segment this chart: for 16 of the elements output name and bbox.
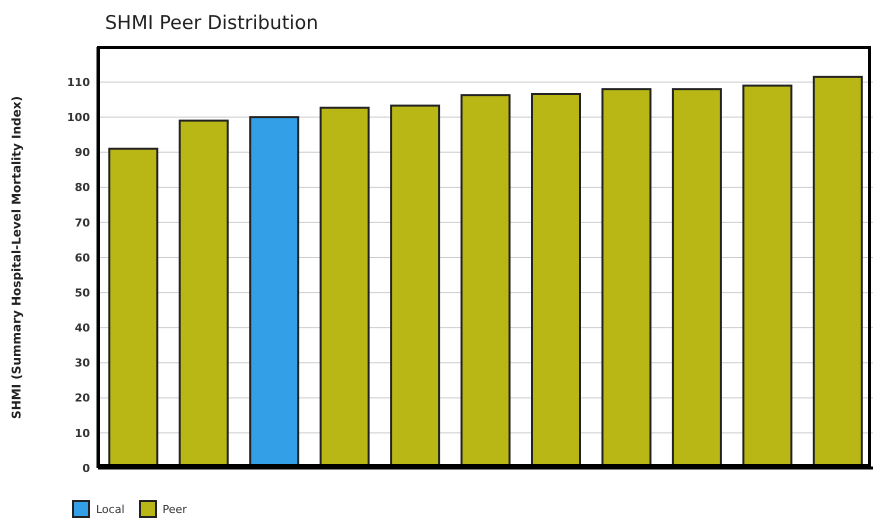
y-tick-label: 40 — [74, 322, 90, 335]
y-tick-label: 30 — [74, 356, 90, 370]
y-tick-label: 10 — [74, 426, 90, 440]
y-tick-label: 60 — [74, 251, 90, 264]
y-tick-label: 70 — [74, 216, 90, 230]
y-tick-label: 50 — [74, 286, 90, 300]
y-tick-label: 100 — [67, 111, 90, 124]
y-tick-label: 90 — [74, 146, 90, 160]
y-tick-label: 0 — [82, 462, 90, 475]
y-tick-label: 110 — [67, 76, 90, 89]
legend-label: Peer — [162, 502, 187, 516]
y-axis-title: SHMI (Summary Hospital-Level Mortality Index) — [9, 96, 24, 419]
y-tick-label: 80 — [74, 181, 90, 194]
chart-title: SHMI Peer Distribution — [105, 12, 318, 34]
y-tick-label: 20 — [74, 392, 90, 405]
legend-label: Local — [96, 502, 125, 516]
